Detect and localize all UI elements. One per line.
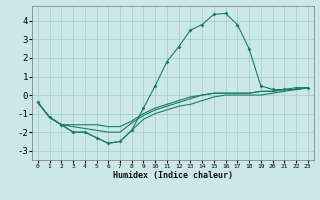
X-axis label: Humidex (Indice chaleur): Humidex (Indice chaleur): [113, 171, 233, 180]
